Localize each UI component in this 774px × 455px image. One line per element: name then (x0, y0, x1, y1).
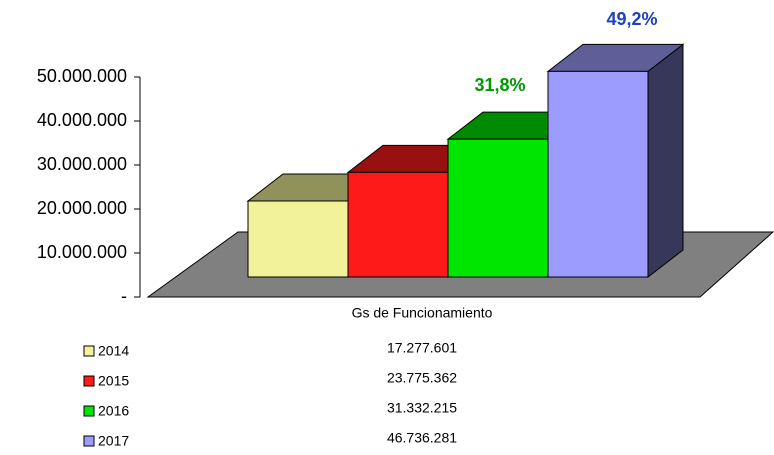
bar-side (647, 43, 684, 279)
category-label: Gs de Funcionamiento (352, 305, 493, 321)
bar (547, 70, 649, 278)
bar (247, 200, 349, 278)
table-value: 46.736.281 (387, 430, 457, 446)
table-value: 31.332.215 (387, 400, 457, 416)
bar (447, 138, 549, 278)
legend-label: 2015 (98, 373, 129, 389)
bar (347, 171, 449, 278)
y-tick-label: 30.000.000 (37, 154, 127, 174)
legend-label: 2017 (98, 433, 129, 449)
legend-label: 2014 (98, 343, 129, 359)
legend-swatch (83, 375, 95, 387)
y-tick-label: 10.000.000 (37, 242, 127, 262)
table-value: 23.775.362 (387, 370, 457, 386)
y-tick-label: - (121, 286, 127, 306)
legend-swatch (83, 345, 95, 357)
y-tick-label: 40.000.000 (37, 110, 127, 130)
legend-label: 2016 (98, 403, 129, 419)
annotation: 31,8% (474, 75, 525, 95)
y-tick-label: 50.000.000 (37, 66, 127, 86)
annotation: 49,2% (606, 9, 657, 29)
table-value: 17.277.601 (387, 340, 457, 356)
legend-swatch (83, 405, 95, 417)
y-tick-label: 20.000.000 (37, 198, 127, 218)
legend-swatch (83, 435, 95, 447)
